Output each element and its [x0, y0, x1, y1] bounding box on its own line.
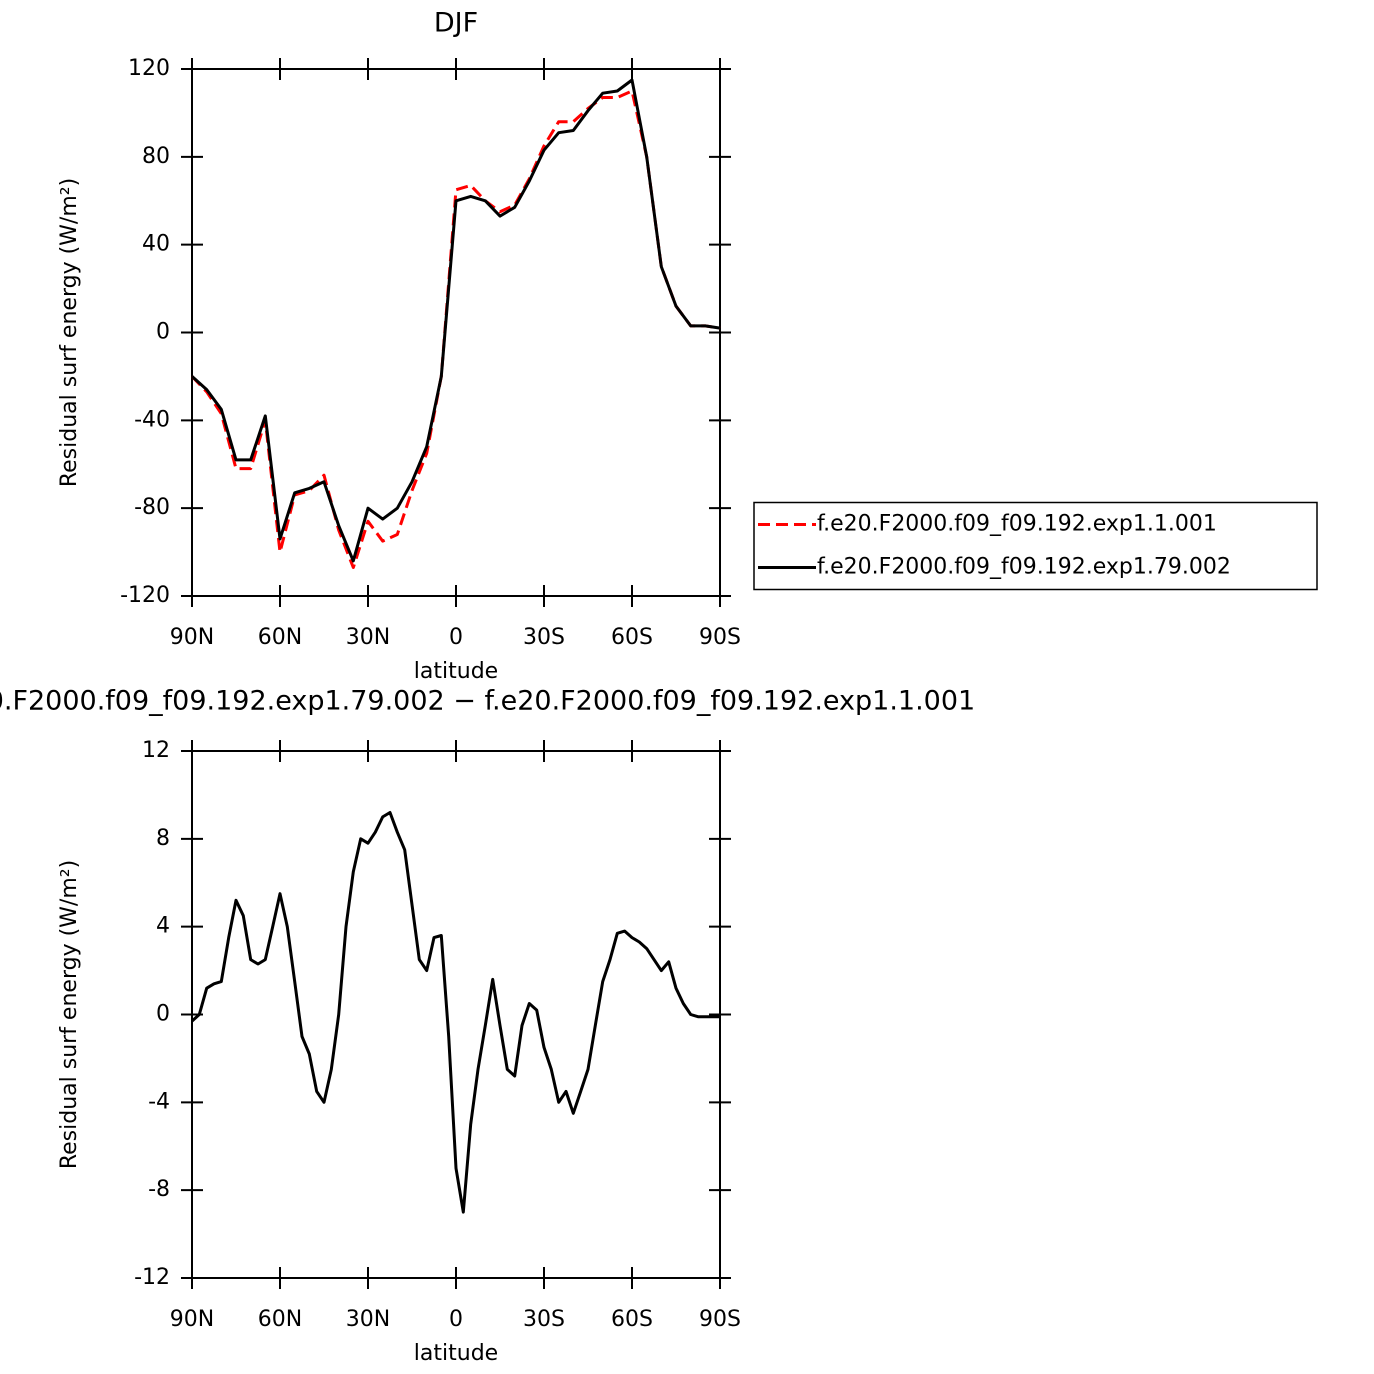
- x-tick-label: 0: [449, 1307, 463, 1332]
- y-tick-label: 8: [156, 826, 170, 851]
- data-line: [190, 78, 721, 563]
- x-tick-label: 60S: [611, 1307, 653, 1332]
- x-tick-label: 60N: [258, 625, 302, 650]
- y-axis-label: Residual surf energy (W/m²): [57, 860, 82, 1169]
- y-tick-label: 0: [156, 320, 170, 345]
- y-tick-label: 40: [142, 232, 170, 257]
- legend-box: [753, 501, 1318, 591]
- x-tick-label: 30N: [346, 1307, 390, 1332]
- legend-label: f.e20.F2000.f09_f09.192.exp1.1.001: [817, 512, 1217, 537]
- y-tick-label: -12: [134, 1265, 170, 1290]
- y-axis-label: Residual surf energy (W/m²): [57, 178, 82, 487]
- chart-title: DJF: [434, 8, 478, 39]
- x-tick-label: 90S: [699, 1307, 741, 1332]
- x-tick-label: 30S: [523, 625, 565, 650]
- data-line: [190, 89, 721, 569]
- y-tick-label: -40: [134, 407, 170, 432]
- x-tick-label: 30S: [523, 1307, 565, 1332]
- y-tick-label: 80: [142, 144, 170, 169]
- chart-title: f.e20.F2000.f09_f09.192.exp1.79.002 − f.…: [0, 686, 975, 717]
- x-tick-label: 60N: [258, 1307, 302, 1332]
- legend-label: f.e20.F2000.f09_f09.192.exp1.79.002: [817, 555, 1231, 580]
- y-tick-label: -80: [134, 495, 170, 520]
- y-tick-label: 120: [128, 56, 170, 81]
- x-tick-label: 90S: [699, 625, 741, 650]
- x-tick-label: 90N: [170, 1307, 214, 1332]
- y-tick-label: -8: [148, 1177, 170, 1202]
- y-tick-label: 12: [142, 738, 170, 763]
- x-tick-label: 0: [449, 625, 463, 650]
- y-tick-label: -4: [148, 1089, 170, 1114]
- x-tick-label: 30N: [346, 625, 390, 650]
- x-axis-label: latitude: [414, 1341, 498, 1366]
- y-tick-label: -120: [120, 583, 170, 608]
- data-line: [190, 811, 720, 1214]
- plot-frame: [191, 750, 721, 1279]
- plot-frame: [191, 68, 721, 597]
- x-axis-label: latitude: [414, 659, 498, 684]
- x-tick-label: 90N: [170, 625, 214, 650]
- y-tick-label: 4: [156, 914, 170, 939]
- y-tick-label: 0: [156, 1002, 170, 1027]
- x-tick-label: 60S: [611, 625, 653, 650]
